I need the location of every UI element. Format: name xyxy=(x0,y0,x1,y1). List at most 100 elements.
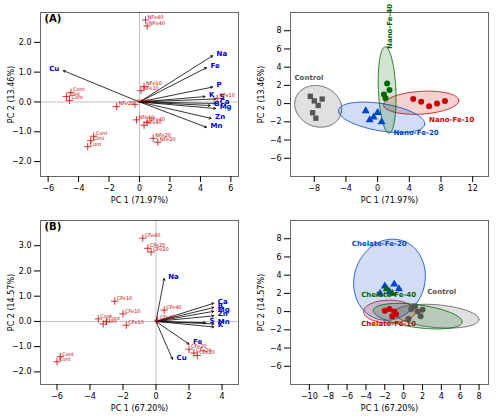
svg-text:−1.0: −1.0 xyxy=(12,127,31,136)
svg-text:0.0: 0.0 xyxy=(19,317,32,326)
svg-text:−6: −6 xyxy=(341,392,353,401)
svg-text:0.0: 0.0 xyxy=(19,98,32,107)
svg-text:1.0: 1.0 xyxy=(19,292,32,301)
svg-text:Na: Na xyxy=(217,50,228,58)
svg-text:2: 2 xyxy=(167,184,172,193)
svg-text:K: K xyxy=(209,91,215,99)
svg-text:PC 2 (13.46%): PC 2 (13.46%) xyxy=(7,66,16,123)
svg-text:−2: −2 xyxy=(270,117,282,126)
svg-text:Cont: Cont xyxy=(105,318,117,324)
svg-text:CFe40: CFe40 xyxy=(160,314,176,320)
svg-text:Chelate-Fe-10: Chelate-Fe-10 xyxy=(361,320,416,328)
svg-text:Nano-Fe-20: Nano-Fe-20 xyxy=(393,129,438,137)
svg-text:NFe40: NFe40 xyxy=(149,20,165,26)
svg-text:0: 0 xyxy=(153,392,158,401)
svg-text:−8: −8 xyxy=(308,184,320,193)
svg-text:2.0: 2.0 xyxy=(19,267,32,276)
svg-text:Zn: Zn xyxy=(218,310,228,318)
svg-text:Zn: Zn xyxy=(215,113,225,121)
svg-text:K: K xyxy=(218,321,224,329)
svg-text:PC 1 (67.20%): PC 1 (67.20%) xyxy=(111,404,168,413)
svg-text:NFe20: NFe20 xyxy=(137,98,153,104)
svg-text:Nano-Fe-40: Nano-Fe-40 xyxy=(386,4,394,49)
svg-text:PC 1 (67.20%): PC 1 (67.20%) xyxy=(361,404,418,413)
svg-text:Chelate-Fe-40: Chelate-Fe-40 xyxy=(361,291,416,299)
svg-text:CFe40: CFe40 xyxy=(166,304,182,310)
svg-text:S: S xyxy=(210,317,215,325)
svg-text:Mn: Mn xyxy=(211,122,223,130)
svg-text:−1.0: −1.0 xyxy=(12,342,31,351)
svg-text:CFe10: CFe10 xyxy=(117,295,133,301)
svg-text:−6: −6 xyxy=(51,392,63,401)
svg-text:−4: −4 xyxy=(360,392,372,401)
svg-text:P: P xyxy=(217,81,222,89)
svg-text:CFe20: CFe20 xyxy=(153,246,169,252)
svg-text:PC 1 (71.97%): PC 1 (71.97%) xyxy=(111,196,168,205)
svg-text:4: 4 xyxy=(439,392,444,401)
svg-text:−6: −6 xyxy=(270,154,282,163)
svg-text:NFe10: NFe10 xyxy=(219,92,235,98)
svg-text:−8: −8 xyxy=(322,392,334,401)
svg-text:−4: −4 xyxy=(270,136,282,145)
svg-text:−4: −4 xyxy=(84,392,96,401)
svg-text:Control: Control xyxy=(294,74,323,82)
svg-text:PC 2 (14.57%): PC 2 (14.57%) xyxy=(7,274,16,331)
svg-text:4: 4 xyxy=(219,392,224,401)
svg-text:CFe20: CFe20 xyxy=(199,349,215,355)
svg-text:Cont: Cont xyxy=(71,94,83,100)
svg-text:6: 6 xyxy=(276,45,281,54)
svg-text:−2.0: −2.0 xyxy=(12,367,31,376)
svg-text:(A): (A) xyxy=(45,13,62,24)
svg-text:4: 4 xyxy=(276,63,281,72)
svg-text:6: 6 xyxy=(458,392,463,401)
svg-text:PC 1 (71.97%): PC 1 (71.97%) xyxy=(361,196,418,205)
svg-text:2: 2 xyxy=(420,392,425,401)
svg-text:2.0: 2.0 xyxy=(19,38,32,47)
svg-text:0: 0 xyxy=(276,99,281,108)
svg-text:−10: −10 xyxy=(301,392,318,401)
svg-text:8: 8 xyxy=(477,392,482,401)
svg-text:1.0: 1.0 xyxy=(19,68,32,77)
svg-text:0: 0 xyxy=(276,307,281,316)
svg-text:Nano-Fe-10: Nano-Fe-10 xyxy=(429,116,474,124)
svg-text:4: 4 xyxy=(407,184,412,193)
svg-text:3.0: 3.0 xyxy=(19,241,32,250)
svg-text:6: 6 xyxy=(228,184,233,193)
svg-text:4: 4 xyxy=(276,271,281,280)
svg-text:4: 4 xyxy=(198,184,203,193)
svg-text:Fe: Fe xyxy=(211,62,220,70)
svg-text:0: 0 xyxy=(137,184,142,193)
svg-text:Na: Na xyxy=(168,273,179,281)
svg-text:2: 2 xyxy=(276,289,281,298)
svg-text:PC 2 (13.46%): PC 2 (13.46%) xyxy=(257,66,266,123)
svg-text:12: 12 xyxy=(468,184,478,193)
svg-text:PC 2 (14.57%): PC 2 (14.57%) xyxy=(257,274,266,331)
svg-text:−2.0: −2.0 xyxy=(12,157,31,166)
svg-text:8: 8 xyxy=(438,184,443,193)
svg-text:Cu: Cu xyxy=(177,354,187,362)
svg-text:8: 8 xyxy=(276,234,281,243)
svg-text:0: 0 xyxy=(401,392,406,401)
svg-text:−4: −4 xyxy=(340,184,352,193)
svg-text:Cont: Cont xyxy=(90,141,102,147)
svg-text:Cu: Cu xyxy=(49,65,59,73)
svg-text:2: 2 xyxy=(276,81,281,90)
svg-text:0: 0 xyxy=(375,184,380,193)
svg-text:NFe20: NFe20 xyxy=(160,136,176,142)
svg-text:−2: −2 xyxy=(379,392,391,401)
svg-text:8: 8 xyxy=(276,26,281,35)
svg-text:−6: −6 xyxy=(270,362,282,371)
svg-text:NFe10: NFe10 xyxy=(143,85,159,91)
svg-text:−4: −4 xyxy=(73,184,85,193)
svg-text:NFe40: NFe40 xyxy=(146,119,162,125)
svg-text:CFe10: CFe10 xyxy=(128,319,144,325)
svg-text:Chelate-Fe-20: Chelate-Fe-20 xyxy=(352,240,407,248)
svg-text:6: 6 xyxy=(276,253,281,262)
svg-text:−6: −6 xyxy=(42,184,54,193)
svg-text:CFe10: CFe10 xyxy=(125,308,141,314)
svg-text:CFe40: CFe40 xyxy=(145,232,161,238)
svg-text:−2: −2 xyxy=(103,184,115,193)
svg-text:Mg: Mg xyxy=(220,103,232,111)
svg-text:2: 2 xyxy=(186,392,191,401)
svg-text:−2: −2 xyxy=(117,392,129,401)
